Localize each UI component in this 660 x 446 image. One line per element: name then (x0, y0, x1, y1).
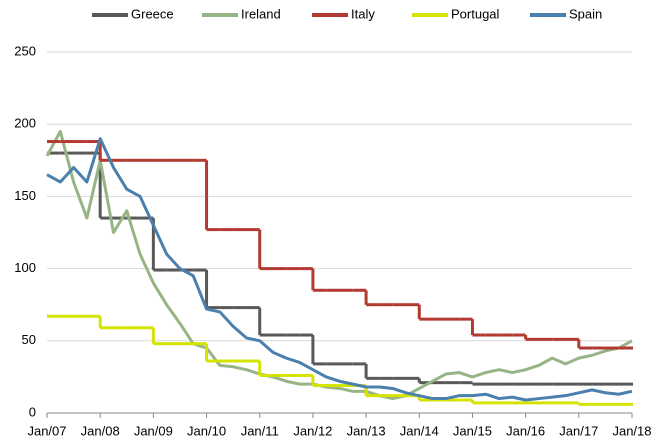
x-tick-label: Jan/13 (347, 423, 386, 438)
x-tick-label: Jan/09 (134, 423, 173, 438)
x-tick-label: Jan/12 (293, 423, 332, 438)
y-tick-label: 200 (14, 116, 36, 131)
y-tick-label: 100 (14, 260, 36, 275)
y-tick-label: 0 (29, 404, 36, 419)
legend-label: Greece (131, 6, 174, 21)
x-tick-label: Jan/17 (559, 423, 598, 438)
x-tick-label: Jan/15 (453, 423, 492, 438)
x-tick-label: Jan/10 (187, 423, 226, 438)
x-tick-label: Jan/16 (506, 423, 545, 438)
series-line (45, 129, 633, 401)
y-tick-label: 50 (22, 332, 36, 347)
y-tick-label: 150 (14, 188, 36, 203)
series-line (46, 137, 633, 402)
x-tick-label: Jan/18 (612, 423, 651, 438)
x-tick-label: Jan/14 (400, 423, 439, 438)
legend-label: Spain (569, 6, 602, 21)
legend-label: Italy (351, 6, 375, 21)
y-tick-label: 250 (14, 43, 36, 58)
x-tick-label: Jan/08 (81, 423, 120, 438)
x-tick-label: Jan/07 (27, 423, 66, 438)
x-tick-label: Jan/11 (241, 423, 279, 438)
legend-label: Portugal (451, 6, 500, 21)
legend-label: Ireland (241, 6, 281, 21)
